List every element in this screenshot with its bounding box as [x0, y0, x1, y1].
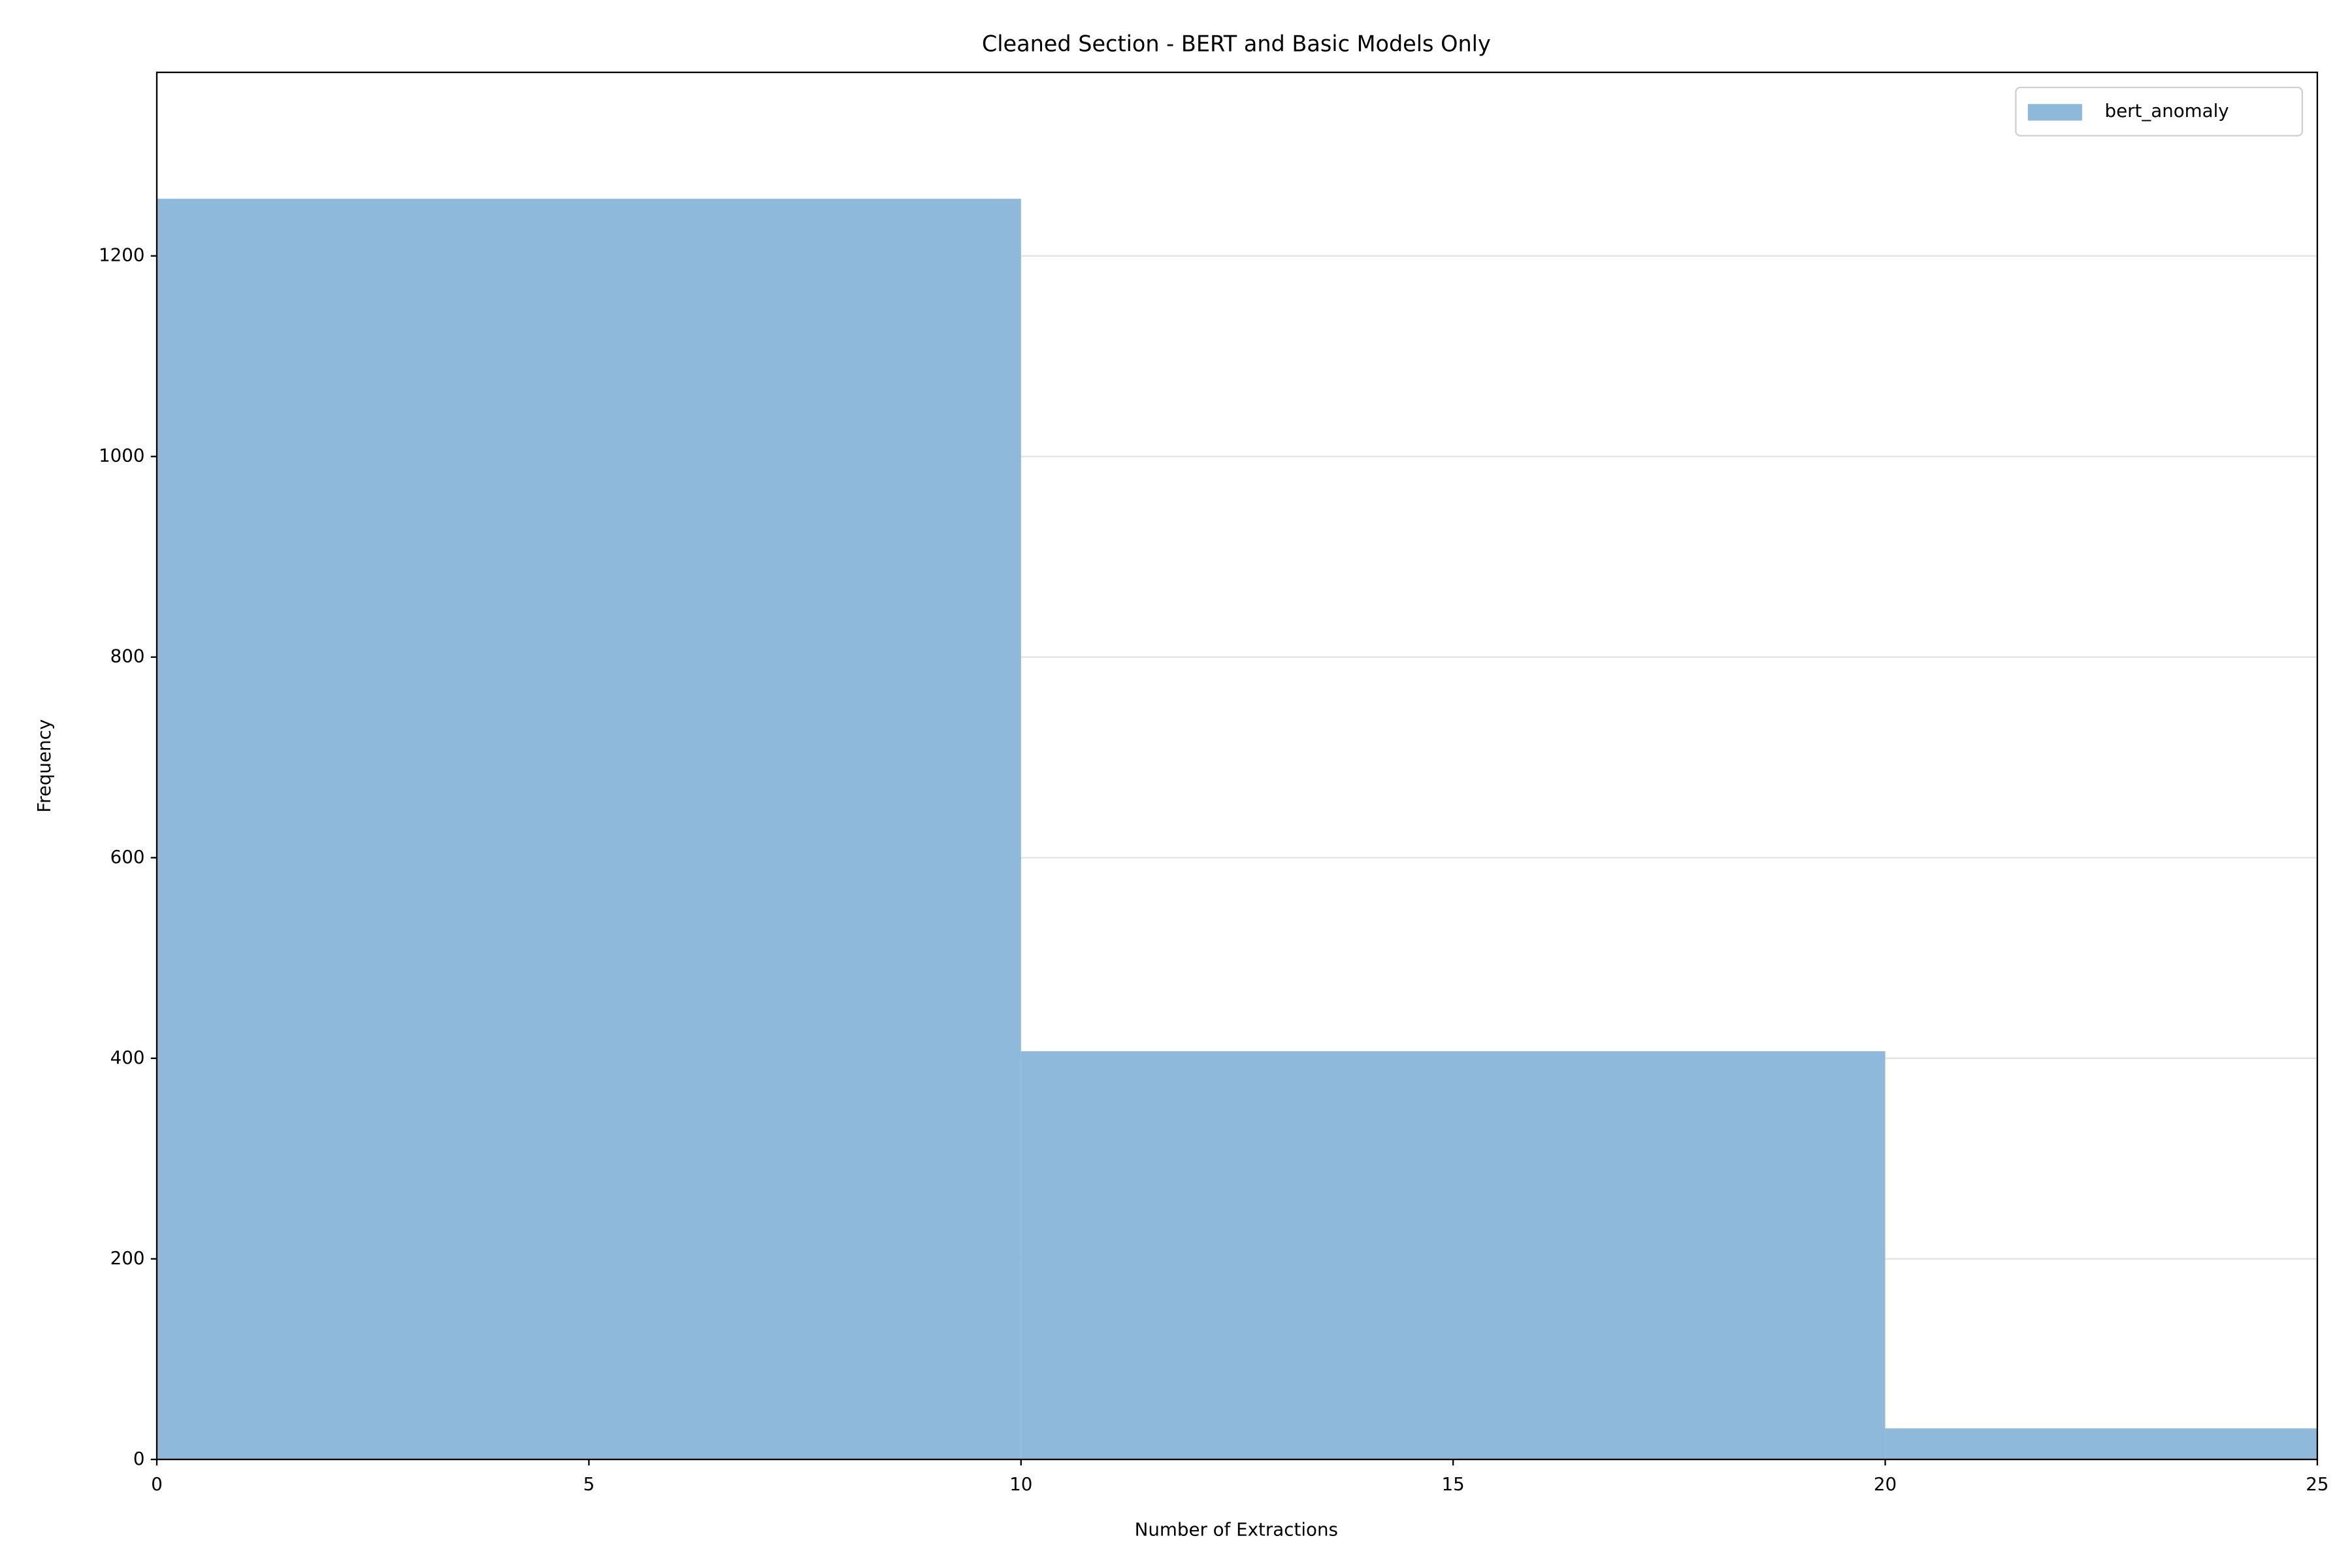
legend: bert_anomaly — [2015, 86, 2303, 137]
legend-label: bert_anomaly — [2105, 100, 2229, 122]
y-tick-label: 200 — [110, 1247, 145, 1269]
x-tick-label: 15 — [1442, 1473, 1465, 1495]
y-tick-label: 0 — [133, 1448, 145, 1469]
legend-frame — [2015, 86, 2303, 137]
x-tick-label: 20 — [1874, 1473, 1897, 1495]
y-tick-label: 1200 — [99, 244, 144, 266]
y-tick-label: 400 — [110, 1047, 145, 1068]
x-axis-label: Number of Extractions — [1135, 1518, 1338, 1540]
bar — [1021, 1051, 1886, 1460]
x-tick-label: 5 — [583, 1473, 595, 1495]
bar — [1885, 1428, 2317, 1460]
chart-title: Cleaned Section - BERT and Basic Models … — [982, 31, 1491, 57]
plot-frame — [155, 71, 2319, 1460]
legend-swatch — [2027, 104, 2082, 121]
x-tick-label: 0 — [151, 1473, 163, 1495]
y-tick-label: 600 — [110, 846, 145, 868]
x-tick-label: 25 — [2306, 1473, 2328, 1495]
x-tick-label: 10 — [1009, 1473, 1032, 1495]
bar — [157, 199, 1021, 1460]
axes: 0 200 400 600 800 1000 1200 0 5 10 15 20 25 — [99, 71, 2329, 1495]
y-tick-label: 1000 — [99, 445, 144, 466]
y-axis-label: Frequency — [33, 719, 55, 813]
y-tick-label: 800 — [110, 645, 145, 667]
bars — [157, 199, 2317, 1460]
